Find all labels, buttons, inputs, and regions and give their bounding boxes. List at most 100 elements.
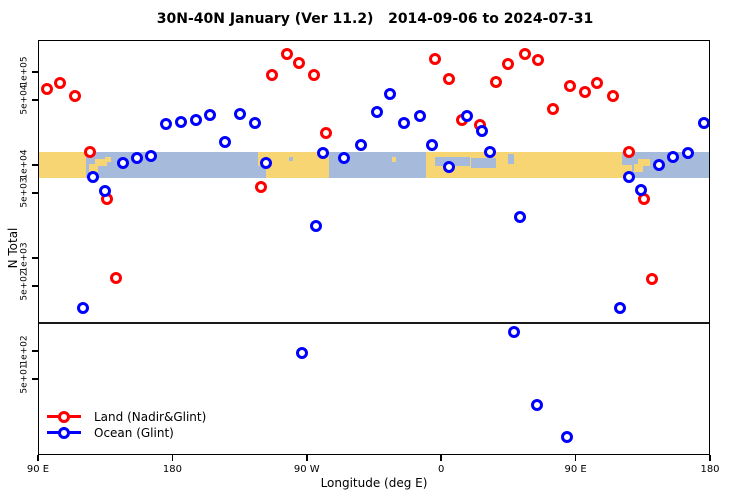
x-tick-label: 180 [700, 464, 720, 475]
data-point-land [547, 103, 560, 116]
data-point-ocean [653, 158, 666, 171]
data-point-land [84, 145, 97, 158]
data-point-land [293, 56, 306, 69]
data-point-ocean [296, 346, 309, 359]
data-point-land [442, 72, 455, 85]
data-point-ocean [76, 301, 89, 314]
data-point-land [308, 68, 321, 81]
data-point-land [429, 52, 442, 65]
data-point-ocean [354, 138, 367, 151]
y-tick [32, 71, 38, 73]
x-tick [709, 455, 711, 461]
x-axis-label: Longitude (deg E) [320, 476, 428, 490]
data-point-ocean [233, 108, 246, 121]
map-band-patch-land [88, 163, 98, 173]
data-point-land [623, 145, 636, 158]
data-point-ocean [426, 138, 439, 151]
data-point-ocean [87, 171, 100, 184]
data-point-ocean [530, 399, 543, 412]
data-point-ocean [117, 156, 130, 169]
y-tick [32, 257, 38, 259]
y-tick [32, 192, 38, 194]
map-band-patch-land [94, 159, 107, 167]
map-band-patch-land [633, 163, 643, 173]
map-band-patch-land [638, 159, 651, 167]
map-band-patch-land [391, 157, 397, 162]
data-point-ocean [309, 220, 322, 233]
data-point-ocean [635, 183, 648, 196]
x-tick-label: 0 [438, 464, 445, 475]
data-point-ocean [218, 135, 231, 148]
data-point-ocean [414, 109, 427, 122]
map-band-patch-ocean [257, 166, 267, 178]
reference-line [38, 322, 710, 324]
y-tick [32, 285, 38, 287]
legend: Land (Nadir&Glint) Ocean (Glint) [47, 409, 206, 441]
x-tick-label: 180 [162, 464, 182, 475]
x-tick-label: 90 E [26, 464, 50, 475]
y-tick-label: 5e+04 [19, 84, 30, 115]
data-point-land [502, 58, 515, 71]
map-band-patch-ocean [288, 156, 294, 161]
data-point-ocean [190, 113, 203, 126]
y-tick [32, 350, 38, 352]
data-point-ocean [442, 160, 455, 173]
data-point-ocean [203, 108, 216, 121]
data-point-land [645, 272, 658, 285]
chart-title: 30N-40N January (Ver 11.2) 2014-09-06 to… [156, 11, 594, 27]
map-band-segment-land [38, 151, 86, 178]
map-band-segment-ocean [85, 151, 258, 178]
data-point-land [563, 79, 576, 92]
data-point-ocean [560, 430, 573, 443]
data-point-ocean [623, 171, 636, 184]
x-tick-label: 90 E [564, 464, 587, 475]
data-point-ocean [260, 156, 273, 169]
data-point-ocean [514, 210, 527, 223]
map-band-patch-ocean [508, 153, 515, 164]
data-point-land [518, 47, 531, 60]
data-point-ocean [484, 145, 497, 158]
ocean-marker-icon [47, 426, 81, 439]
map-band-patch-ocean [471, 158, 497, 168]
y-tick [32, 164, 38, 166]
data-point-land [69, 90, 82, 102]
y-tick [32, 378, 38, 380]
data-point-land [40, 82, 53, 95]
legend-item-land: Land (Nadir&Glint) [47, 409, 206, 424]
data-point-ocean [370, 106, 383, 118]
legend-item-ocean: Ocean (Glint) [47, 425, 206, 440]
map-band-patch-land [105, 156, 112, 163]
plot-area [38, 40, 710, 455]
data-point-ocean [698, 117, 711, 130]
x-tick [440, 455, 442, 461]
data-point-ocean [130, 151, 143, 164]
data-point-ocean [384, 87, 397, 100]
legend-label-land: Land (Nadir&Glint) [94, 409, 207, 424]
data-point-ocean [175, 115, 188, 128]
map-band-patch-ocean [621, 151, 633, 165]
x-tick-label: 90 W [293, 464, 320, 475]
data-point-ocean [160, 117, 173, 130]
data-point-ocean [317, 146, 330, 159]
data-point-ocean [614, 301, 627, 314]
x-tick [574, 455, 577, 461]
data-point-land [532, 54, 545, 67]
data-point-ocean [248, 116, 261, 129]
data-point-ocean [508, 325, 521, 338]
x-tick [306, 455, 308, 461]
data-point-ocean [397, 116, 410, 129]
data-point-ocean [99, 184, 112, 197]
data-point-land [54, 77, 67, 90]
y-tick-label: 5e+01 [19, 363, 30, 395]
y-tick [32, 99, 38, 101]
data-point-land [578, 85, 591, 98]
x-tick [171, 455, 174, 461]
data-point-land [490, 75, 503, 88]
land-marker-icon [47, 410, 81, 423]
y-tick-label: 5e+02 [19, 270, 30, 302]
data-point-ocean [681, 147, 694, 160]
data-point-land [266, 69, 279, 82]
y-tick-label: 5e+03 [19, 177, 30, 208]
data-point-land [281, 47, 294, 60]
